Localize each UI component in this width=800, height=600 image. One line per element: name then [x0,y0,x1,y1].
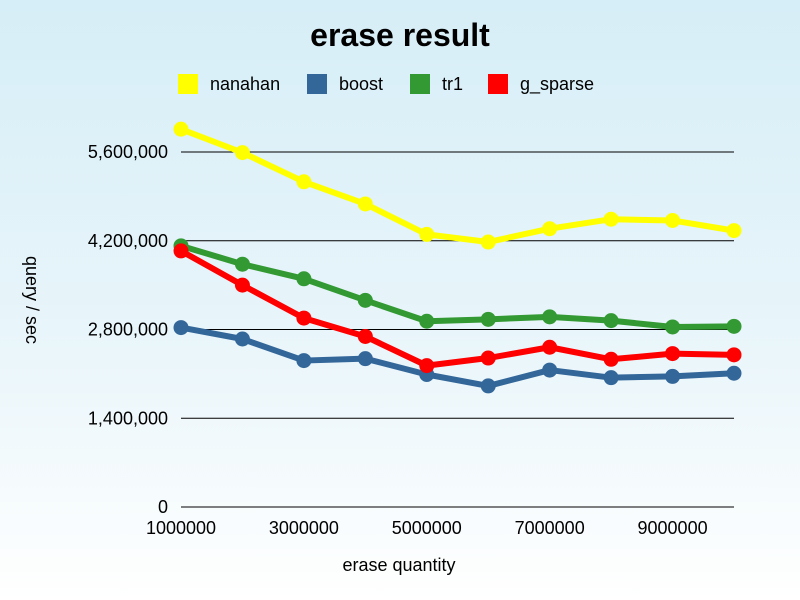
data-point-g_sparse [296,310,312,326]
y-axis: 0 1,400,000 2,800,000 4,200,000 5,600,000 [88,142,168,517]
data-point-g_sparse [173,243,189,259]
series-line-tr1 [178,242,737,330]
y-tick-label: 5,600,000 [88,142,168,162]
data-point-tr1 [480,311,496,327]
data-point-tr1 [726,318,742,334]
legend-label: nanahan [210,74,280,94]
data-point-nanahan [173,121,189,137]
x-tick-label: 3000000 [269,518,339,538]
x-tick-label: 7000000 [515,518,585,538]
y-tick-label: 1,400,000 [88,408,168,428]
chart-title: erase result [310,17,490,53]
data-point-g_sparse [542,339,558,355]
legend-swatch [488,74,508,94]
legend-label: boost [339,74,383,94]
series-line-nanahan [178,126,737,246]
legend-label: tr1 [442,74,463,94]
data-point-nanahan [234,145,250,161]
data-point-boost [603,370,619,386]
x-axis: 1000000 3000000 5000000 7000000 9000000 [146,518,708,538]
legend: nanahan boost tr1 g_sparse [178,74,594,95]
data-point-tr1 [296,271,312,287]
data-point-tr1 [357,292,373,308]
data-point-boost [665,368,681,384]
legend-swatch [307,74,327,94]
legend-swatch [178,74,198,94]
grid [181,151,734,508]
x-axis-title: erase quantity [342,555,455,575]
data-point-boost [173,320,189,336]
x-tick-label: 9000000 [638,518,708,538]
legend-label: g_sparse [520,74,594,95]
data-point-g_sparse [419,358,435,374]
data-point-nanahan [357,196,373,212]
data-point-boost [726,365,742,381]
data-point-nanahan [296,174,312,190]
y-tick-label: 0 [158,497,168,517]
series-lines [178,126,737,389]
series-line-g_sparse [178,247,737,369]
data-point-g_sparse [357,328,373,344]
series-points [173,121,742,394]
data-point-boost [296,353,312,369]
data-point-boost [480,378,496,394]
data-point-tr1 [542,309,558,325]
data-point-tr1 [665,319,681,335]
data-point-nanahan [542,221,558,237]
data-point-tr1 [419,313,435,329]
data-point-g_sparse [603,351,619,367]
data-point-nanahan [480,234,496,250]
data-point-g_sparse [665,346,681,362]
y-axis-title: query / sec [22,256,42,344]
data-point-nanahan [665,212,681,228]
series-line-boost [178,324,737,389]
data-point-g_sparse [726,347,742,363]
data-point-boost [357,351,373,367]
legend-swatch [410,74,430,94]
x-tick-label: 5000000 [392,518,462,538]
data-point-nanahan [603,211,619,227]
data-point-boost [542,362,558,378]
data-point-tr1 [603,313,619,329]
data-point-nanahan [419,226,435,242]
y-tick-label: 2,800,000 [88,320,168,340]
data-point-g_sparse [234,277,250,293]
data-point-boost [234,331,250,347]
data-point-tr1 [234,256,250,272]
x-tick-label: 1000000 [146,518,216,538]
data-point-nanahan [726,223,742,239]
y-tick-label: 4,200,000 [88,231,168,251]
data-point-g_sparse [480,350,496,366]
